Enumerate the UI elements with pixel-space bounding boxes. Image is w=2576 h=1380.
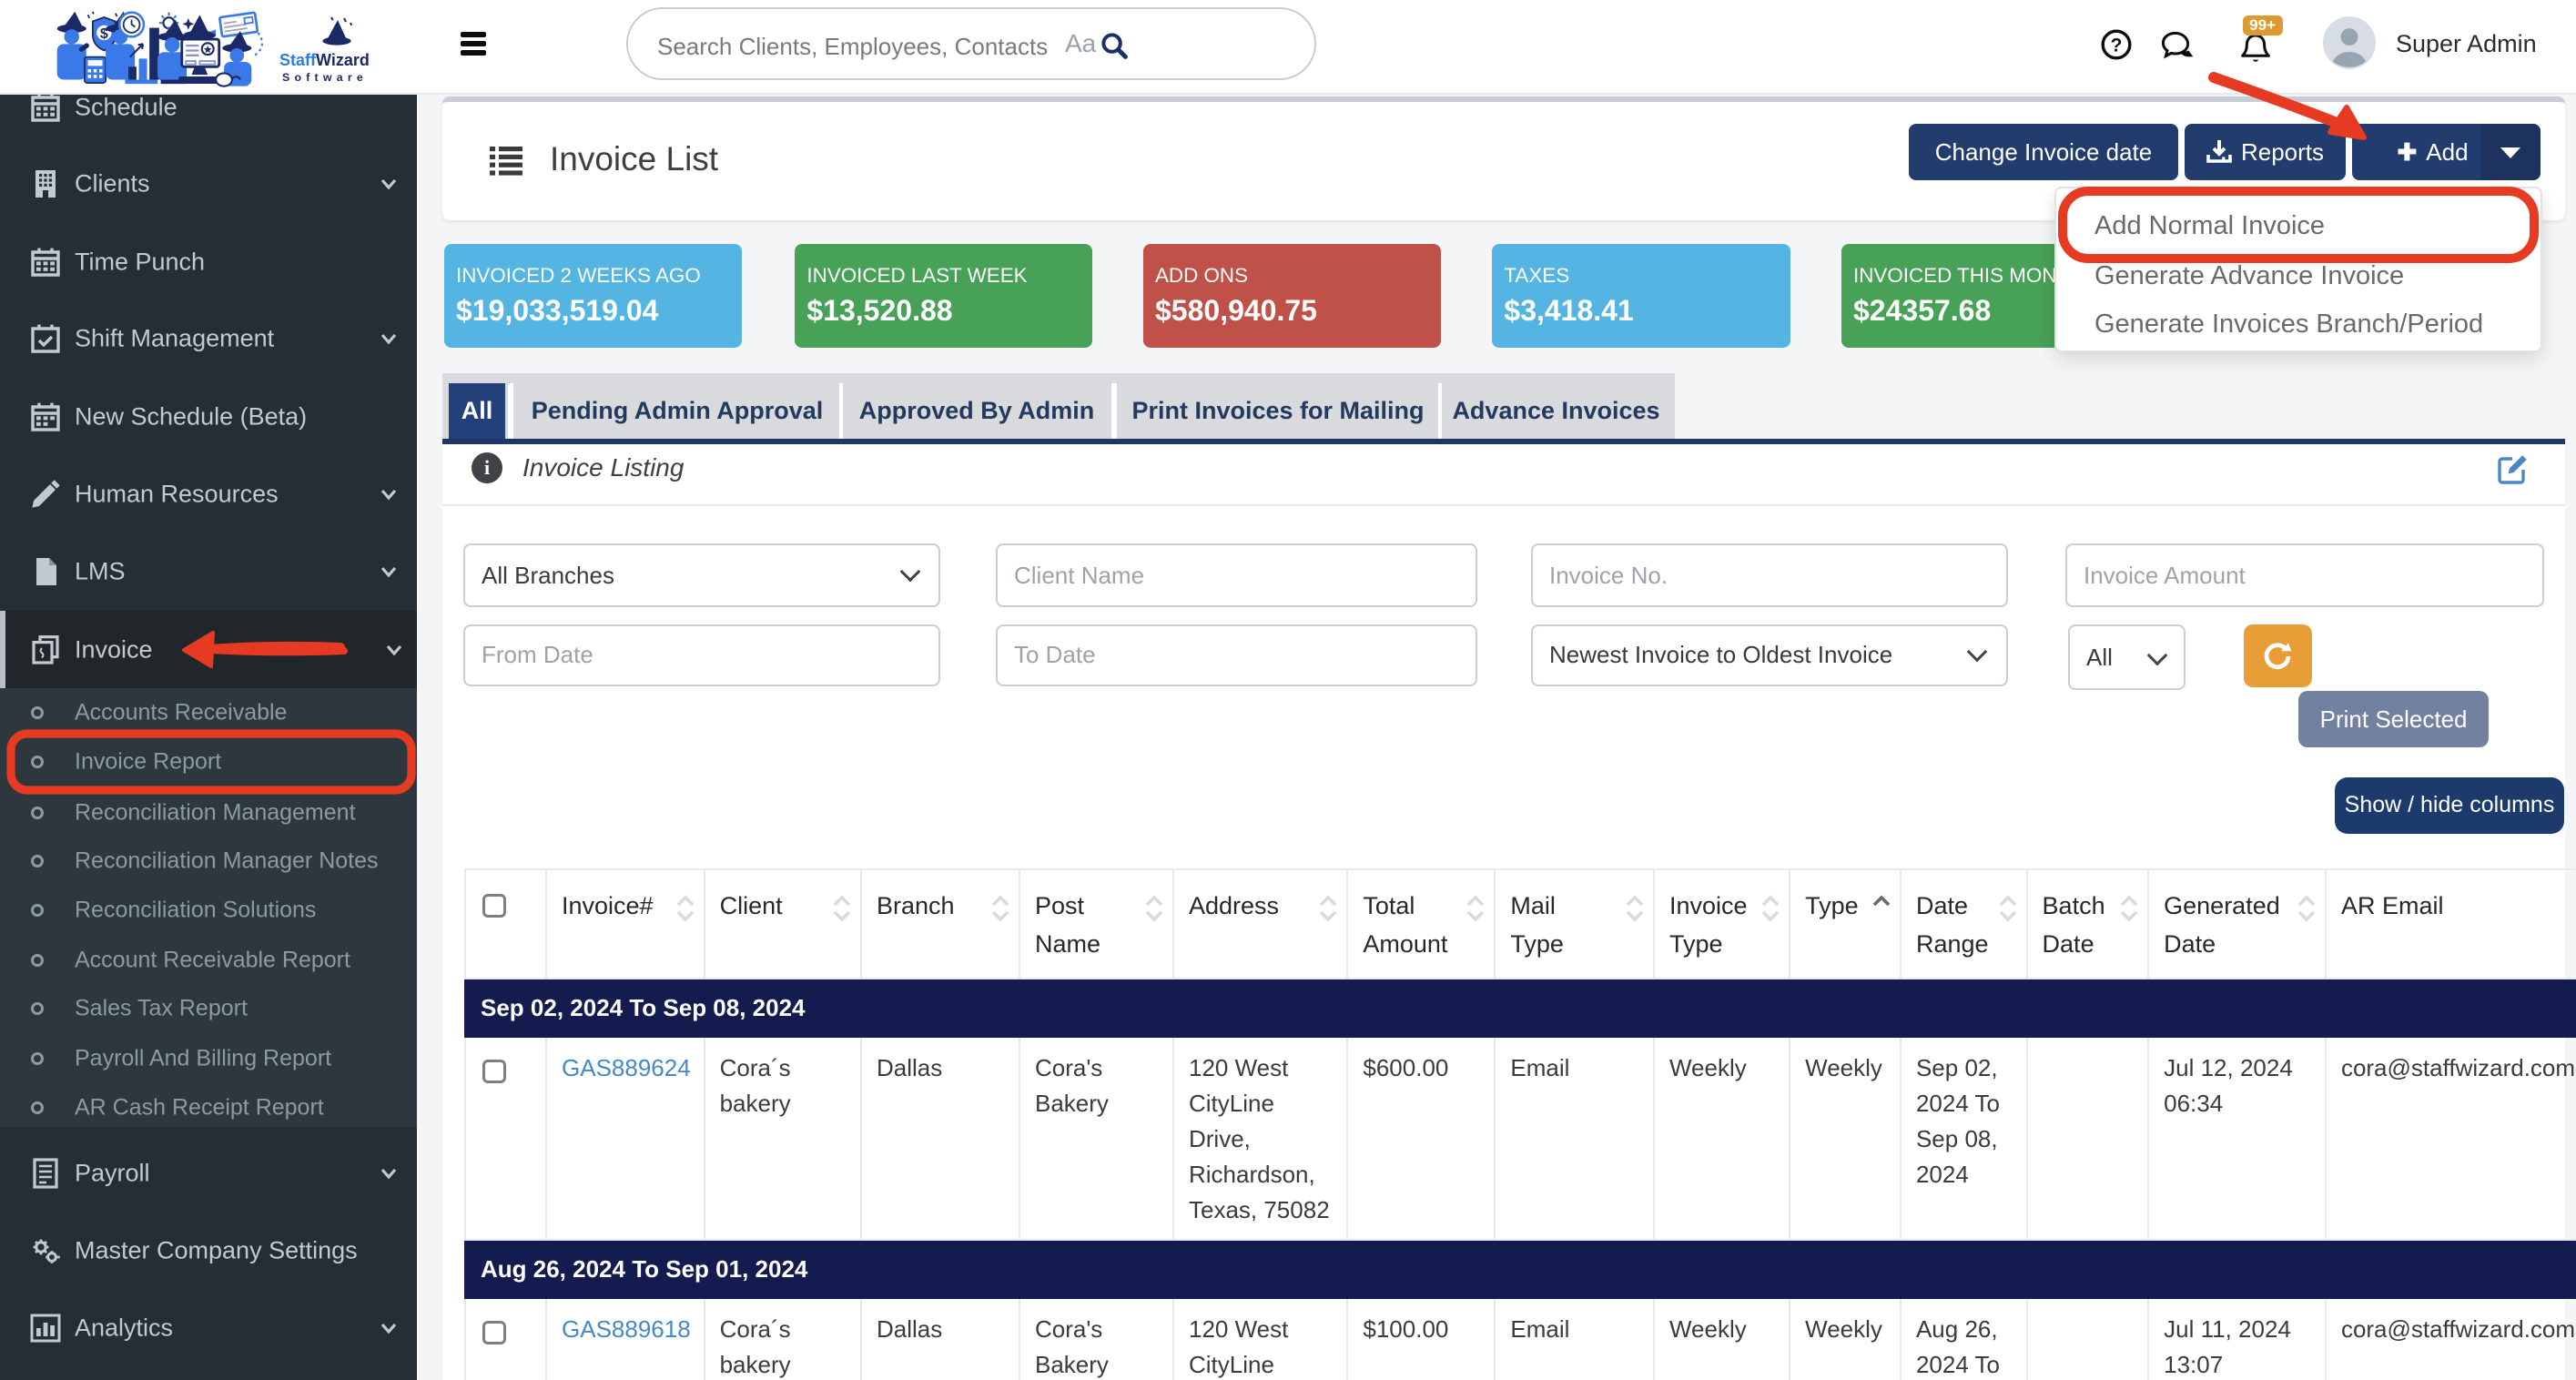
svg-text:Software: Software (282, 71, 368, 84)
svg-text:$: $ (100, 25, 108, 42)
svg-text:?: ? (2111, 36, 2123, 56)
svg-text:StaffWizard: StaffWizard (279, 51, 370, 69)
